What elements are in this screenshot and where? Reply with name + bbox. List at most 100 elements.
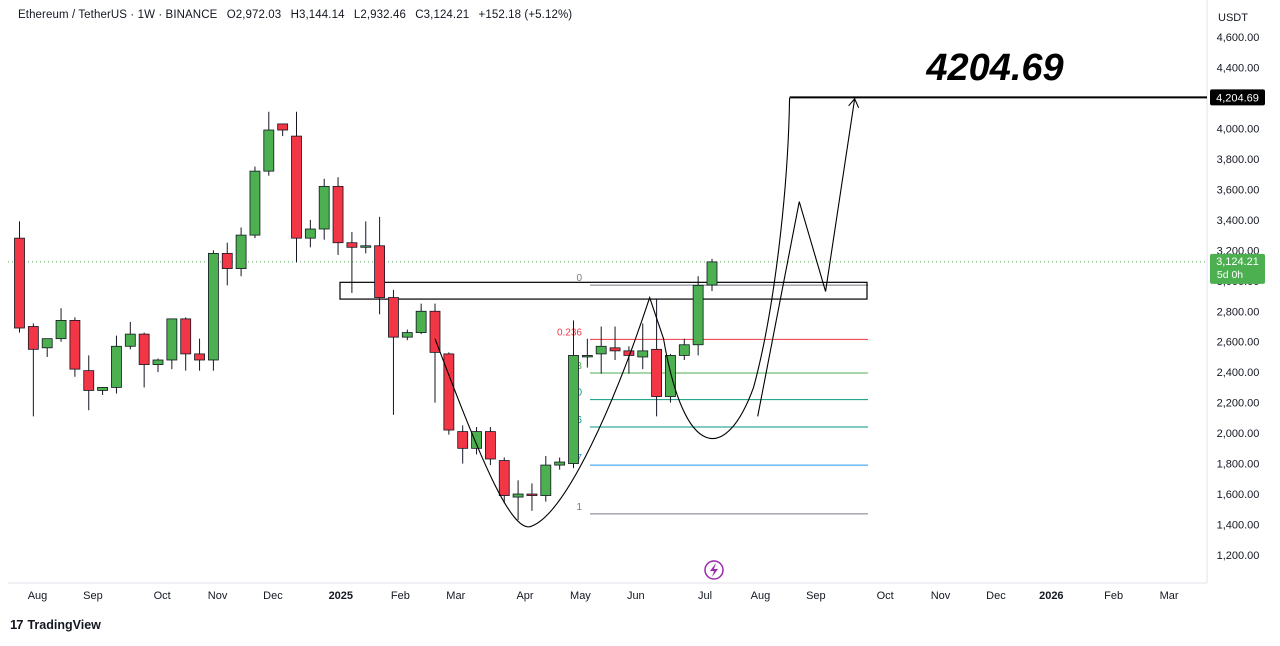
candle[interactable]: [388, 289, 399, 415]
candle[interactable]: [429, 303, 441, 403]
price-tick-label: 4,600.00: [1217, 32, 1260, 44]
time-tick-label: Feb: [391, 590, 410, 602]
candle[interactable]: [221, 242, 233, 286]
candle-body: [374, 245, 386, 298]
candle[interactable]: [346, 232, 358, 293]
candle-body: [457, 431, 469, 449]
candle[interactable]: [41, 338, 53, 357]
candle[interactable]: [318, 178, 330, 240]
candle-body: [83, 370, 95, 391]
candle[interactable]: [665, 353, 676, 403]
candle-body: [623, 350, 635, 356]
lightning-icon[interactable]: [704, 560, 724, 580]
time-tick-label: Oct: [154, 590, 171, 602]
candle[interactable]: [595, 326, 607, 374]
candle[interactable]: [97, 387, 108, 396]
time-tick-label: May: [570, 590, 591, 602]
projection-zigzag: [757, 98, 856, 417]
candle[interactable]: [401, 329, 413, 341]
candle-body: [277, 123, 289, 131]
candle[interactable]: [124, 321, 136, 350]
fib-level-label: 1: [576, 502, 582, 513]
candle[interactable]: [512, 480, 524, 520]
candle-body: [429, 310, 441, 353]
candle-body: [318, 185, 330, 230]
candle-body: [581, 355, 593, 358]
candles[interactable]: [14, 111, 718, 520]
price-tick-label: 2,400.00: [1217, 367, 1260, 379]
candle-body: [221, 252, 233, 270]
candle[interactable]: [14, 221, 25, 333]
price-axis-currency: USDT: [1218, 12, 1248, 24]
candle[interactable]: [291, 111, 302, 263]
candle[interactable]: [138, 332, 150, 388]
candle[interactable]: [498, 457, 510, 504]
candle[interactable]: [526, 483, 538, 511]
candle[interactable]: [55, 308, 67, 342]
time-tick-label: Sep: [806, 590, 826, 602]
price-tick-label: 3,800.00: [1217, 154, 1260, 166]
candle[interactable]: [207, 250, 219, 371]
candle[interactable]: [484, 427, 496, 466]
candle-body: [41, 338, 53, 349]
candle[interactable]: [678, 338, 690, 360]
candle[interactable]: [706, 258, 718, 292]
candle[interactable]: [457, 425, 469, 464]
candle-body: [443, 353, 455, 431]
candle[interactable]: [568, 320, 579, 469]
last-price-label: 3,124.21: [1216, 256, 1259, 268]
candle[interactable]: [304, 219, 316, 248]
candle[interactable]: [111, 335, 122, 394]
candle-body: [637, 350, 649, 358]
time-tick-label: Oct: [877, 590, 894, 602]
candle[interactable]: [249, 166, 261, 239]
candle[interactable]: [83, 355, 95, 411]
fib-level-label: 0: [576, 388, 582, 399]
candle[interactable]: [332, 177, 344, 255]
candle-body: [235, 234, 247, 270]
last-price-tag-bg: [1210, 253, 1265, 284]
time-tick-label: 2025: [329, 590, 353, 602]
candle[interactable]: [623, 346, 635, 374]
candle[interactable]: [415, 303, 427, 335]
candle[interactable]: [152, 358, 164, 373]
candle[interactable]: [263, 111, 275, 176]
candle[interactable]: [277, 123, 289, 137]
time-tick-label: 2026: [1039, 590, 1063, 602]
tradingview-logo-mark: 17: [10, 617, 24, 632]
candle[interactable]: [27, 323, 39, 417]
tradingview-logo[interactable]: 17 TradingView: [10, 617, 101, 632]
time-tick-label: Dec: [986, 590, 1006, 602]
candle[interactable]: [581, 338, 593, 368]
price-tick-label: 1,600.00: [1217, 489, 1260, 501]
price-tick-label: 2,000.00: [1217, 428, 1260, 440]
candle[interactable]: [637, 323, 649, 370]
annotation-drawings[interactable]: [434, 96, 1207, 528]
candle[interactable]: [235, 227, 247, 277]
target-annotation-text[interactable]: 4204.69: [925, 47, 1063, 89]
candle[interactable]: [692, 276, 704, 356]
candle[interactable]: [360, 221, 372, 254]
candle[interactable]: [540, 455, 552, 502]
close-value: C3,124.21: [415, 9, 470, 21]
candle[interactable]: [69, 317, 81, 377]
symbol-title[interactable]: Ethereum / TetherUS · 1W · BINANCE: [18, 9, 218, 21]
candle[interactable]: [609, 326, 621, 360]
candle[interactable]: [554, 457, 566, 470]
candle[interactable]: [374, 216, 386, 315]
candle-body: [207, 252, 219, 361]
tradingview-logo-name: TradingView: [27, 617, 101, 632]
candle[interactable]: [443, 352, 455, 435]
time-tick-label: Jul: [698, 590, 712, 602]
candle[interactable]: [180, 317, 192, 371]
high-value: H3,144.14: [290, 9, 345, 21]
time-tick-label: Sep: [83, 590, 103, 602]
time-axis[interactable]: Aug Sep Oct Nov Dec 2025 Feb Mar Apr May Jun Jul Aug…: [28, 590, 1179, 602]
price-tick-label: 3,400.00: [1217, 215, 1260, 227]
candle[interactable]: [166, 318, 178, 370]
candle[interactable]: [194, 338, 205, 371]
candle[interactable]: [471, 427, 482, 455]
